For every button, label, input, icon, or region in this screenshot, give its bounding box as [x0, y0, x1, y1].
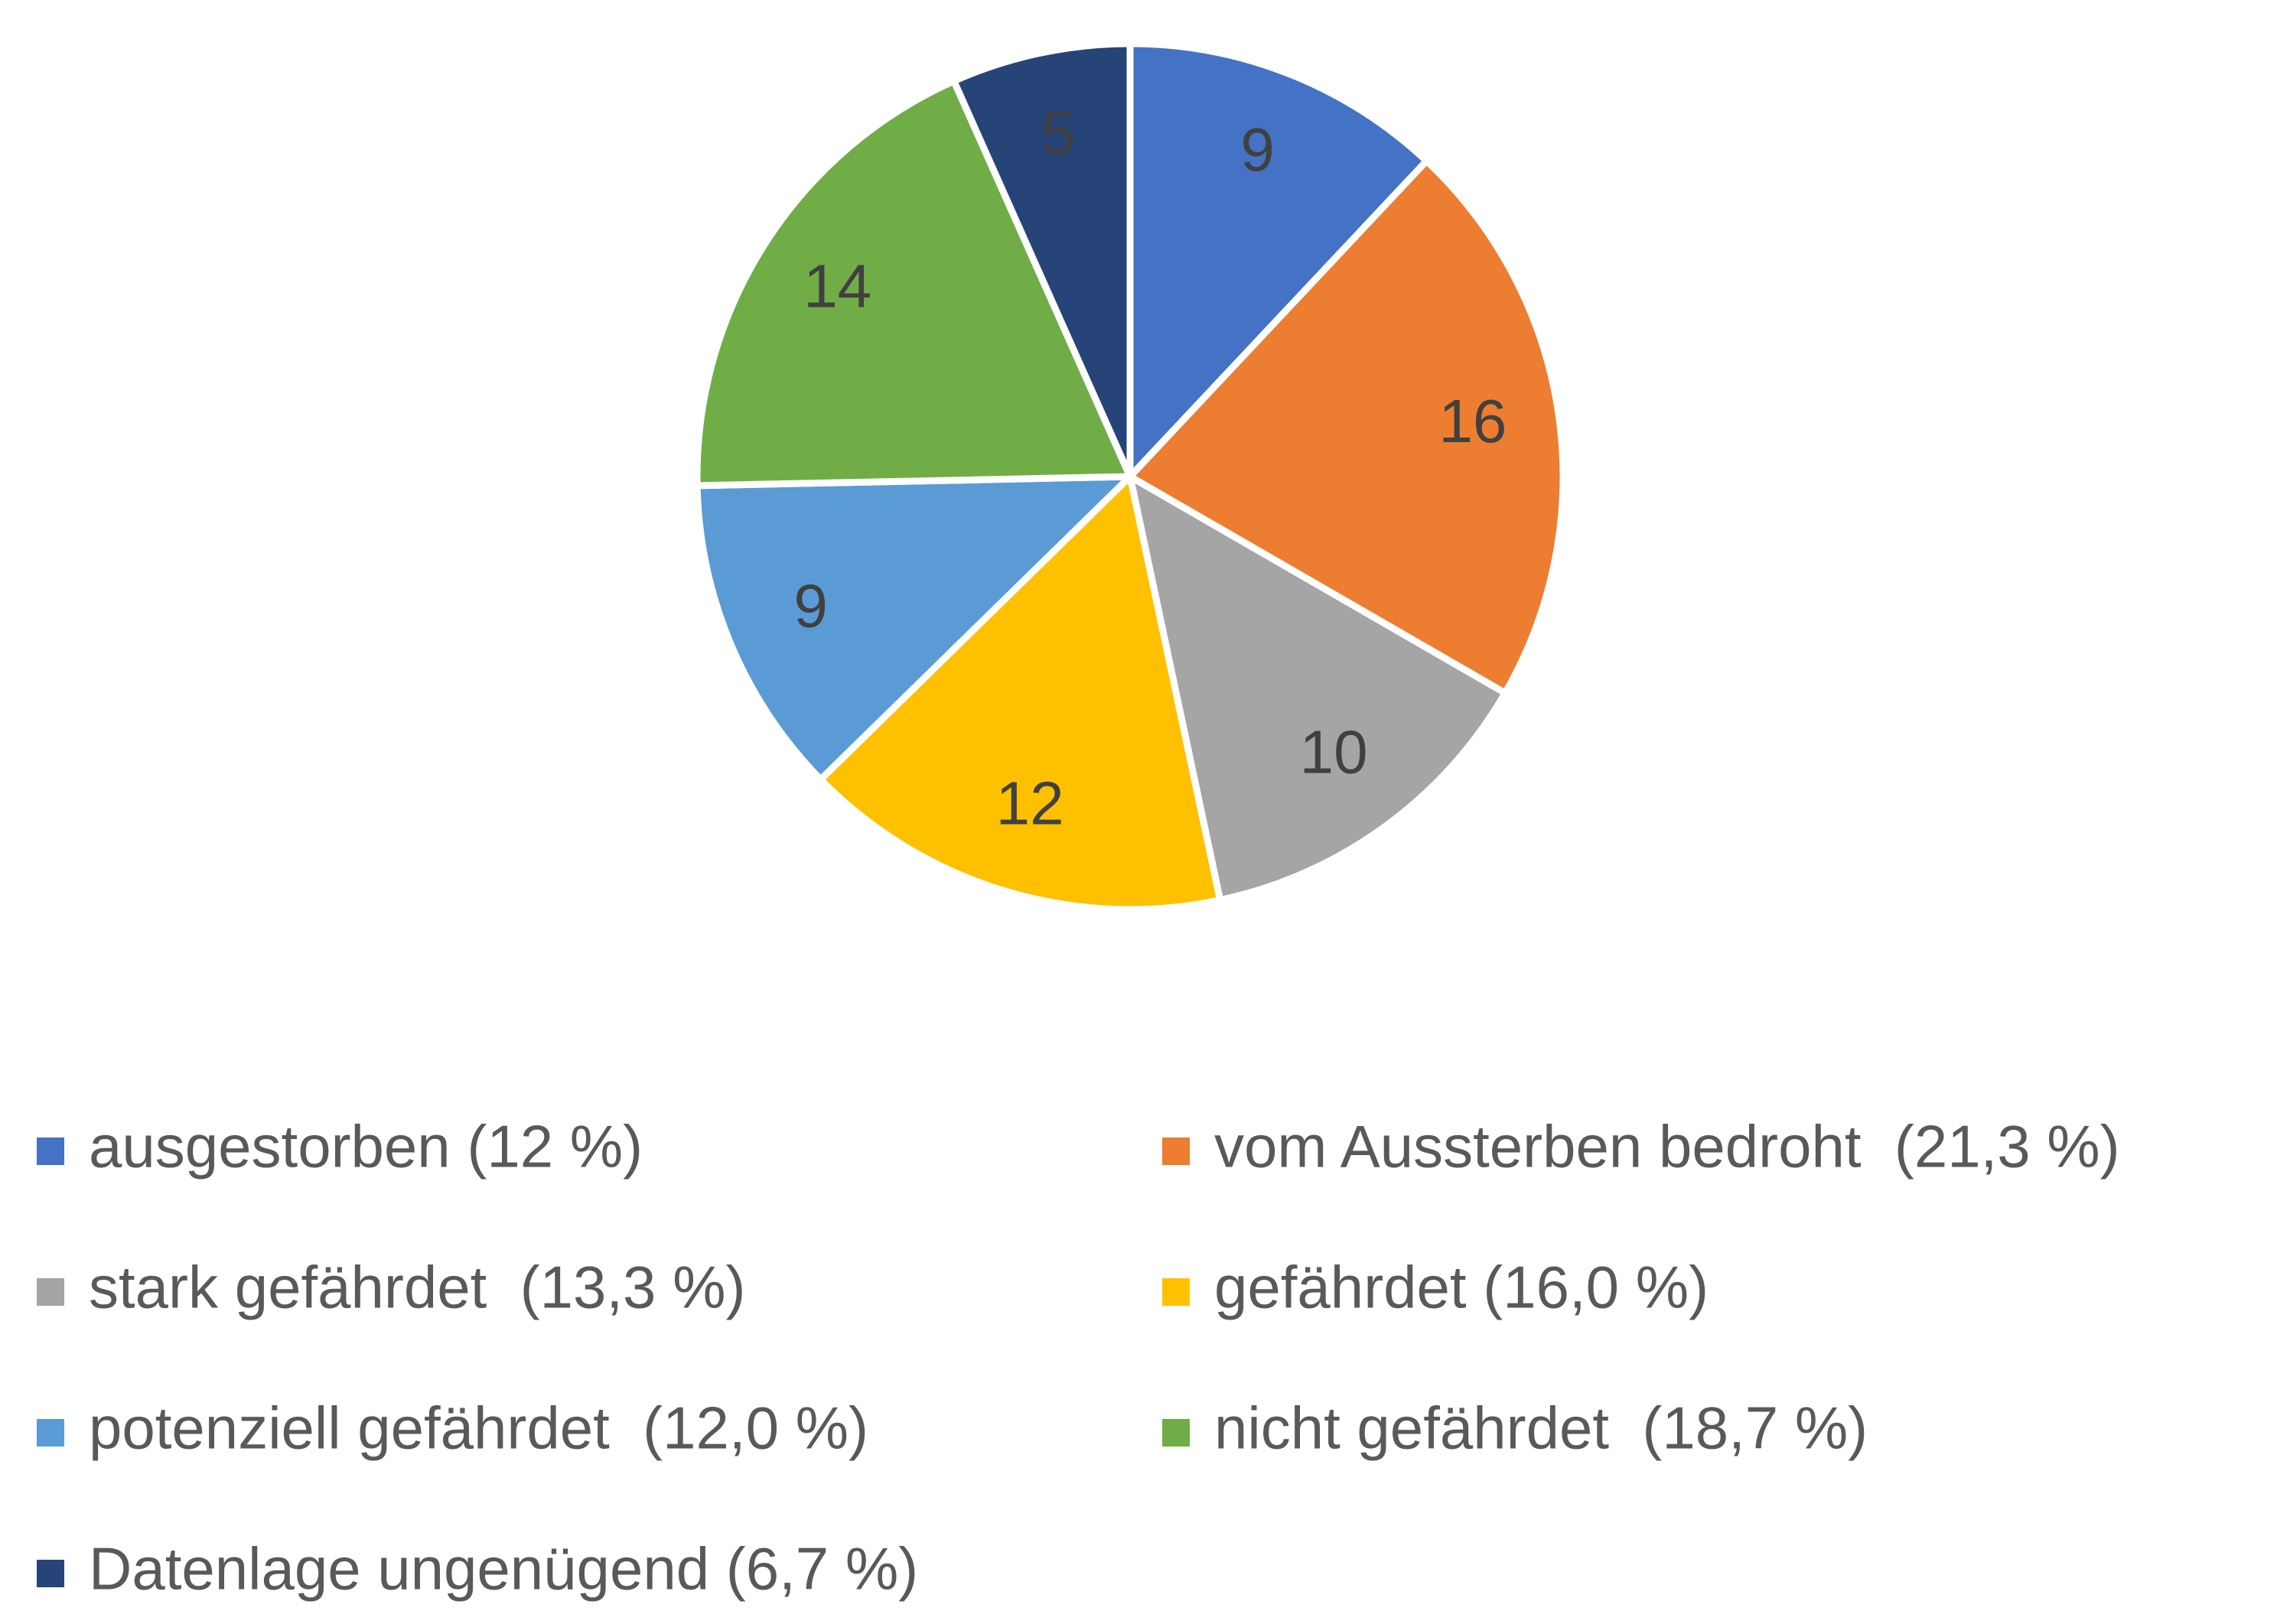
legend-swatch: [37, 1137, 64, 1165]
legend-swatch: [1162, 1137, 1190, 1165]
legend-label: stark gefährdet (13,3 %): [89, 1254, 745, 1321]
pie-slice: [817, 473, 1224, 913]
legend-label: potenziell gefährdet (12,0 %): [89, 1395, 868, 1462]
legend-swatch: [1162, 1419, 1190, 1447]
data-label: 10: [1300, 718, 1368, 786]
data-label: 14: [803, 252, 871, 321]
legend-label: ausgestorben (12 %): [89, 1113, 643, 1180]
pie-slice: [950, 40, 1134, 480]
legend-label: nicht gefährdet (18,7 %): [1214, 1395, 1868, 1462]
pie-slice: [1126, 473, 1509, 904]
legend-swatch: [37, 1560, 64, 1587]
pie-slice: [1126, 157, 1567, 697]
data-label: 12: [996, 770, 1064, 838]
legend-label: vom Aussterben bedroht (21,3 %): [1214, 1113, 2120, 1180]
legend-swatch: [1162, 1278, 1190, 1306]
legend-swatch: [37, 1278, 64, 1306]
data-label: 9: [1240, 116, 1275, 184]
legend-label: gefährdet (16,0 %): [1214, 1254, 1709, 1321]
pie-slice: [693, 77, 1134, 490]
pie-slice: [1126, 40, 1430, 480]
pie-slice: [693, 473, 1134, 783]
legend-swatch: [37, 1419, 64, 1447]
data-label: 9: [793, 572, 828, 640]
data-label: 5: [1041, 99, 1076, 167]
data-label: 16: [1438, 387, 1507, 455]
legend-label: Datenlage ungenügend (6,7 %): [89, 1535, 918, 1603]
